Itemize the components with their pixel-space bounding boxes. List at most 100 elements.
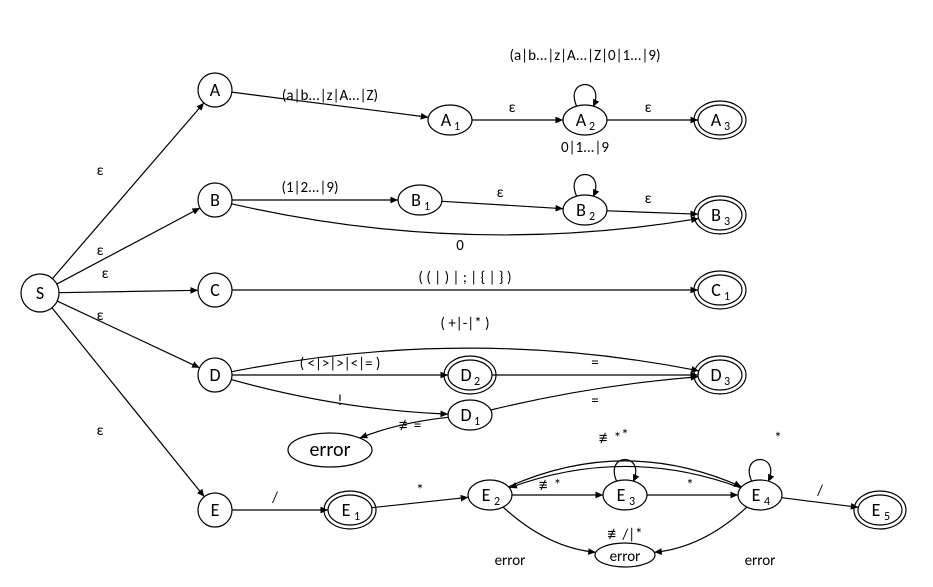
edge-label-A1-A2: ε — [509, 99, 516, 117]
node-sublabel-A2: 2 — [589, 120, 595, 134]
node-A1: A1 — [428, 105, 472, 135]
node-ERR: error — [288, 433, 372, 467]
edge-S-E — [52, 308, 204, 497]
node-sublabel-C1: 1 — [724, 290, 730, 304]
node-label-B3: B — [711, 204, 721, 226]
edge-label-E-E1: / — [271, 489, 278, 507]
edge-label-C-C1: ( ( | ) | ; | { | } ) — [418, 269, 511, 287]
edge-label-S-C: ε — [102, 265, 109, 283]
node-B2: B2 — [563, 195, 607, 225]
node-sublabel-E3: 3 — [629, 495, 635, 509]
self-loop-label-A2: (a|b...|z|A...|Z|0|1...|9) — [509, 47, 660, 65]
node-label-D2: D — [460, 364, 471, 386]
edge-label-E2-ERR2: error — [495, 552, 526, 570]
node-label-B1: B — [411, 189, 421, 211]
node-E4: E4 — [738, 480, 782, 510]
node-A3: A3 — [694, 101, 746, 139]
self-loop-A2 — [574, 85, 596, 108]
node-sublabel-D1: 1 — [474, 415, 480, 429]
node-E2: E2 — [468, 480, 512, 510]
edge-E4-ERR2 — [654, 507, 747, 552]
edge-label-E1-E2: * — [416, 482, 423, 500]
node-label-D3: D — [710, 364, 721, 386]
node-label-E2: E — [482, 484, 491, 506]
node-D2: D2 — [444, 356, 496, 394]
edge-S-D — [57, 301, 199, 368]
node-sublabel-D3: 3 — [724, 375, 730, 389]
edge-label-E3-E4: * — [686, 477, 693, 495]
edge-label-E4-E5: / — [816, 482, 823, 500]
node-E1: E1 — [324, 491, 376, 529]
node-label-ERR2: error — [610, 548, 641, 566]
node-D1: D1 — [448, 400, 492, 430]
edge-label-E4-ERR2: error — [745, 552, 776, 570]
edge-label-B2-B3: ε — [645, 190, 652, 208]
edge-S-C — [59, 290, 198, 292]
edge-label-E2-E4: * — [621, 427, 628, 445]
node-label-A: A — [210, 79, 221, 101]
self-loop-E4 — [749, 460, 771, 483]
edge-label-B-B3: 0 — [456, 237, 464, 255]
edge-label-B1-B2: ε — [497, 184, 504, 202]
node-B1: B1 — [398, 185, 442, 215]
edge-label-S-A: ε — [97, 162, 104, 180]
node-S: S — [21, 274, 59, 312]
edge-label-D2-D3: = — [591, 354, 598, 372]
node-E: E — [198, 493, 232, 527]
node-sublabel-E5: 5 — [884, 510, 890, 524]
node-sublabel-B3: 3 — [724, 215, 730, 229]
node-label-E3: E — [617, 484, 626, 506]
self-loop-B2 — [574, 175, 596, 198]
edge-label-E2-E3: ≢* — [539, 477, 561, 495]
edges-layer: εεεεε(a|b...|z|A...|Z)εε(1|2...|9)εε0( (… — [52, 87, 858, 570]
node-A: A — [198, 73, 232, 107]
edge-label-A-A1: (a|b...|z|A...|Z) — [282, 87, 378, 105]
node-label-E4: E — [752, 484, 761, 506]
node-C1: C1 — [694, 271, 746, 309]
node-label-D1: D — [460, 404, 471, 426]
node-sublabel-E2: 2 — [494, 495, 500, 509]
node-label-D: D — [209, 364, 220, 386]
edge-label-D-D1: ! — [338, 392, 343, 410]
node-label-A3: A — [711, 109, 722, 131]
edge-label-D1-ERR: ≢= — [399, 417, 421, 435]
node-C: C — [198, 273, 232, 307]
node-E5: E5 — [854, 491, 906, 529]
edge-label-S-B: ε — [97, 242, 104, 260]
node-B3: B3 — [694, 196, 746, 234]
node-ERR2: error — [595, 543, 655, 567]
node-B: B — [198, 183, 232, 217]
node-label-B: B — [210, 189, 220, 211]
node-sublabel-B2: 2 — [589, 210, 595, 224]
edge-label-B-B1: (1|2...|9) — [281, 179, 338, 197]
node-sublabel-E4: 4 — [764, 495, 770, 509]
node-label-A2: A — [576, 109, 587, 131]
node-D: D — [198, 358, 232, 392]
self-loop-E3 — [614, 460, 636, 483]
edge-E2-ERR2 — [503, 507, 596, 552]
node-label-C: C — [210, 279, 220, 301]
node-sublabel-A1: 1 — [454, 120, 460, 134]
node-sublabel-B1: 1 — [424, 200, 430, 214]
edge-S-B — [57, 208, 200, 284]
node-label-E5: E — [872, 499, 881, 521]
edge-label-A2-A3: ε — [645, 99, 652, 117]
edge-B-B3 — [232, 204, 699, 235]
node-sublabel-A3: 3 — [724, 120, 730, 134]
edge-B1-B2 — [442, 201, 563, 208]
automaton-diagram: εεεεε(a|b...|z|A...|Z)εε(1|2...|9)εε0( (… — [0, 0, 933, 587]
node-label-A1: A — [441, 109, 452, 131]
node-label-ERR: error — [309, 438, 350, 462]
node-label-E1: E — [342, 499, 351, 521]
edge-B2-B3 — [607, 211, 698, 214]
self-loop-label-E3: ≢* — [599, 430, 621, 448]
node-D3: D3 — [694, 356, 746, 394]
edge-label-S-E: ε — [97, 422, 104, 440]
edge-label-S-D: ε — [97, 307, 104, 325]
edge-label-D1-D3: = — [591, 392, 598, 410]
edge-label-D-D3: ( +|-|* ) — [440, 315, 489, 333]
node-sublabel-D2: 2 — [474, 375, 480, 389]
edge-S-A — [52, 103, 203, 279]
node-label-B2: B — [576, 199, 586, 221]
node-label-E: E — [211, 499, 220, 521]
